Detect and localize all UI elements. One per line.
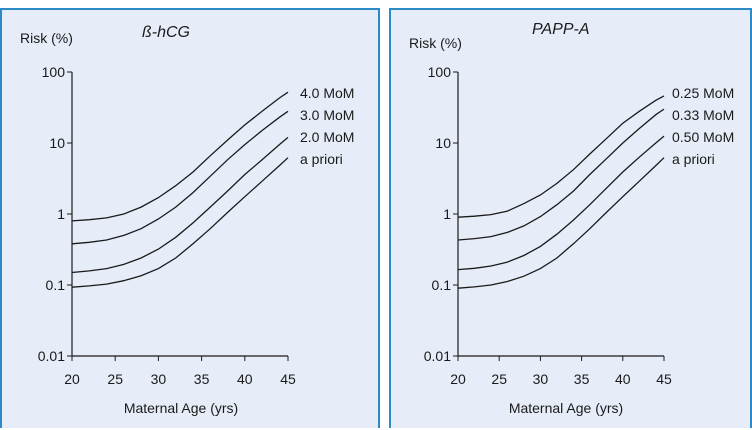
y-axis-label: Risk (%) — [20, 30, 73, 46]
series-label-a-priori: a priori — [672, 151, 715, 167]
series-line-0-50-mom — [457, 135, 665, 271]
plot-area: 100 10 1 0.1 0.01 20 25 30 35 40 45 4.0 MoM 3.0 MoM 2… — [38, 64, 355, 387]
series-line-a-priori — [71, 157, 289, 288]
series-label-a-priori: a priori — [300, 151, 343, 167]
y-tick-label: 0.1 — [46, 277, 66, 293]
y-tick-label: 0.1 — [432, 277, 452, 293]
x-tick-label: 40 — [237, 371, 253, 387]
x-axis-label: Maternal Age (yrs) — [124, 400, 238, 416]
series-line-0-25-mom — [457, 95, 665, 218]
papp-a-chart: Risk (%) PAPP-A Maternal Age (yrs) 10010… — [409, 21, 735, 416]
series-label-2-0-mom: 2.0 MoM — [300, 129, 354, 145]
series-line-4-0-mom — [71, 91, 289, 222]
y-axis-label: Risk (%) — [409, 35, 462, 51]
y-tick-label: 100 — [428, 64, 452, 80]
y-tick-label: 0.01 — [424, 348, 451, 364]
x-tick-label: 25 — [107, 371, 123, 387]
chart-title: ß-hCG — [142, 24, 190, 41]
x-tick-label: 45 — [656, 371, 672, 387]
x-axis-label: Maternal Age (yrs) — [509, 400, 623, 416]
y-tick-label: 1 — [57, 206, 65, 222]
x-tick-label: 20 — [64, 371, 80, 387]
papp-a-panel: Risk (%) PAPP-A Maternal Age (yrs) 100 10… — [389, 8, 752, 428]
chart-title: PAPP-A — [532, 21, 590, 38]
x-tick-label: 30 — [533, 371, 549, 387]
y-tick-label: 1 — [443, 206, 451, 222]
y-tick-label: 10 — [435, 135, 451, 151]
series-label-3-0-mom: 3.0 MoM — [300, 107, 354, 123]
plot-area: 100 10 1 0.1 0.01 20 25 30 35 40 45 0.25 MoM 0.33 Mo… — [424, 64, 735, 387]
y-tick-label: 100 — [42, 64, 66, 80]
series-line-a-priori — [457, 157, 665, 289]
series-line-2-0-mom — [71, 136, 289, 274]
x-tick-label: 20 — [450, 371, 466, 387]
series-label-4-0-mom: 4.0 MoM — [300, 85, 354, 101]
x-tick-label: 45 — [280, 371, 296, 387]
x-tick-label: 35 — [574, 371, 590, 387]
beta-hcg-chart: Risk (%) ß-hCG Maternal Age (yrs) 100101… — [20, 24, 355, 416]
x-tick-label: 25 — [491, 371, 507, 387]
x-tick-label: 35 — [194, 371, 210, 387]
series-label-0-33-mom: 0.33 MoM — [672, 107, 734, 123]
beta-hcg-panel: Risk (%) ß-hCG Maternal Age (yrs) 100 10 1… — [0, 8, 380, 428]
series-label-0-50-mom: 0.50 MoM — [672, 129, 734, 145]
y-tick-label: 0.01 — [38, 348, 65, 364]
series-line-0-33-mom — [457, 108, 665, 241]
y-tick-label: 10 — [49, 135, 65, 151]
series-line-3-0-mom — [71, 110, 289, 245]
x-tick-label: 30 — [151, 371, 167, 387]
x-tick-label: 40 — [615, 371, 631, 387]
series-label-0-25-mom: 0.25 MoM — [672, 85, 734, 101]
